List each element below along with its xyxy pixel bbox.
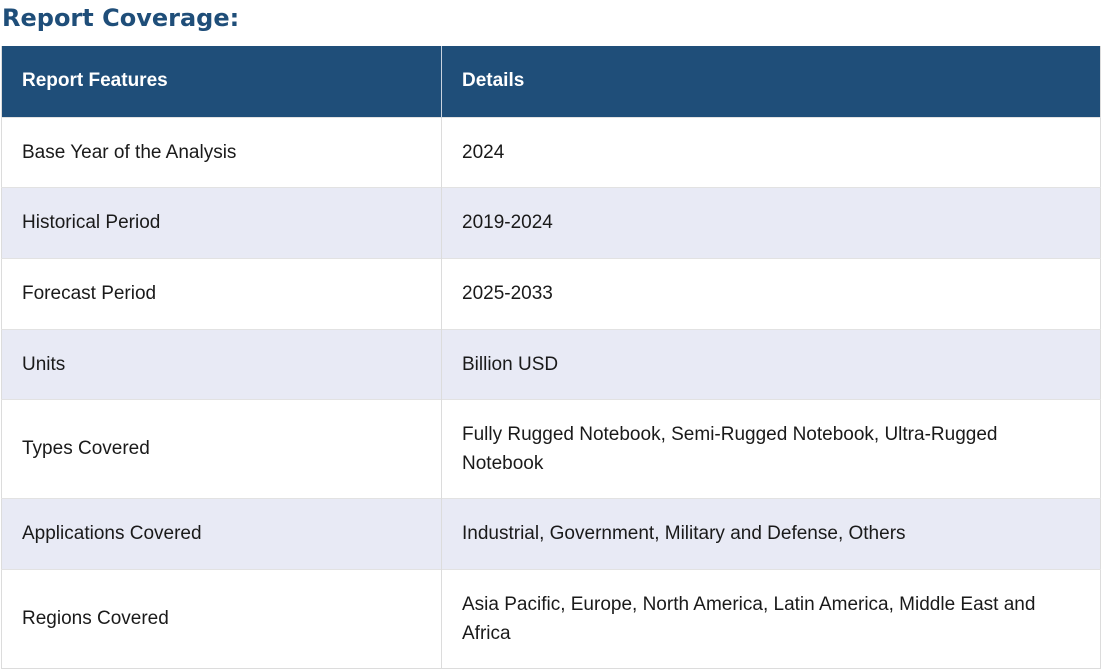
header-details: Details bbox=[441, 46, 1101, 117]
header-report-features: Report Features bbox=[1, 46, 442, 117]
table-row: Historical Period 2019-2024 bbox=[1, 186, 1101, 258]
feature-cell: Historical Period bbox=[1, 186, 442, 258]
report-coverage-table: Report Features Details Base Year of the… bbox=[1, 46, 1101, 669]
feature-cell: Base Year of the Analysis bbox=[1, 116, 442, 187]
table-row: Types Covered Fully Rugged Notebook, Sem… bbox=[1, 398, 1101, 498]
details-cell: Industrial, Government, Military and Def… bbox=[441, 497, 1101, 569]
feature-cell: Applications Covered bbox=[1, 497, 442, 569]
details-cell: 2019-2024 bbox=[441, 186, 1101, 258]
feature-cell: Types Covered bbox=[1, 398, 442, 498]
table-row: Regions Covered Asia Pacific, Europe, No… bbox=[1, 568, 1101, 668]
table-header-row: Report Features Details bbox=[1, 46, 1101, 117]
details-cell: 2025-2033 bbox=[441, 257, 1101, 329]
details-cell: Asia Pacific, Europe, North America, Lat… bbox=[441, 568, 1101, 668]
details-cell: Billion USD bbox=[441, 328, 1101, 399]
feature-cell: Regions Covered bbox=[1, 568, 442, 668]
table-row: Units Billion USD bbox=[1, 328, 1101, 399]
details-cell: Fully Rugged Notebook, Semi-Rugged Noteb… bbox=[441, 398, 1101, 498]
table-row: Forecast Period 2025-2033 bbox=[1, 257, 1101, 329]
table-row: Base Year of the Analysis 2024 bbox=[1, 116, 1101, 187]
feature-cell: Forecast Period bbox=[1, 257, 442, 329]
table-row: Applications Covered Industrial, Governm… bbox=[1, 497, 1101, 569]
section-heading: Report Coverage: bbox=[2, 4, 240, 32]
details-cell: 2024 bbox=[441, 116, 1101, 187]
feature-cell: Units bbox=[1, 328, 442, 399]
